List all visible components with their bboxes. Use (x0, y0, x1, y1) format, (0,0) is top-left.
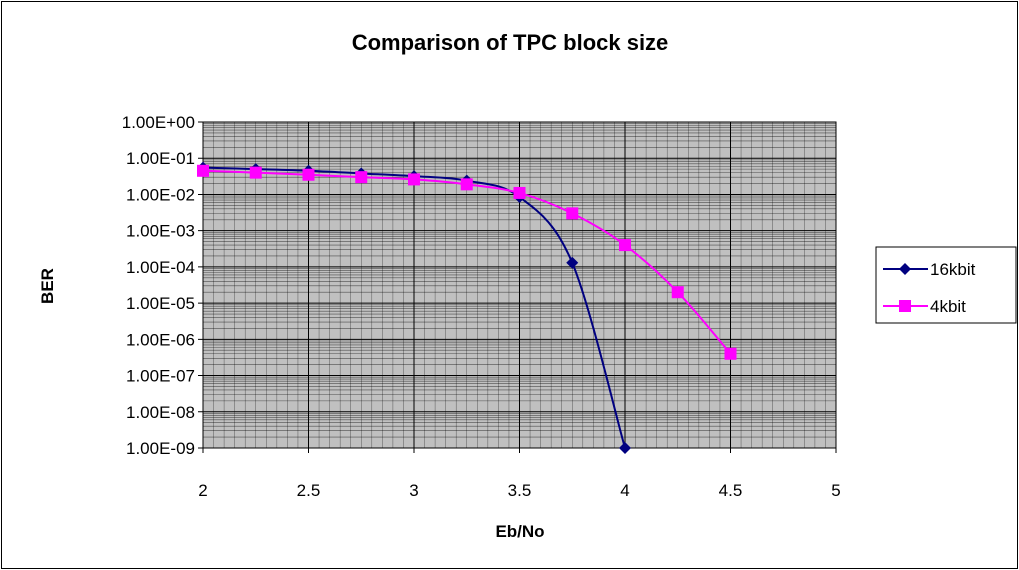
x-axis-ticks: 2 2.5 3 3.5 4 4.5 5 (198, 481, 840, 500)
y-tick-label: 1.00E-07 (126, 367, 195, 386)
data-point-4kbit (355, 171, 368, 184)
y-tick-label: 1.00E-03 (126, 222, 195, 241)
data-point-4kbit (460, 178, 473, 191)
y-tick-label: 1.00E-06 (126, 330, 195, 349)
x-tick-label: 4 (620, 481, 629, 500)
data-point-4kbit (566, 207, 579, 220)
y-tick-label: 1.00E-09 (126, 439, 195, 458)
series-markers (197, 161, 737, 454)
y-tick-label: 1.00E+00 (122, 113, 195, 132)
data-point-4kbit (408, 173, 420, 186)
x-tick-label: 2 (198, 481, 207, 500)
chart-title: Comparison of TPC block size (352, 30, 669, 55)
x-tick-label: 3.5 (508, 481, 532, 500)
legend-label-4kbit: 4kbit (930, 297, 966, 316)
data-point-4kbit (724, 347, 737, 360)
legend-label-16kbit: 16kbit (930, 260, 976, 279)
x-axis-label: Eb/No (495, 522, 544, 541)
x-tick-label: 4.5 (719, 481, 743, 500)
y-axis-label: BER (38, 268, 57, 304)
legend-marker-4kbit (899, 300, 911, 312)
y-tick-label: 1.00E-08 (126, 403, 195, 422)
y-tick-label: 1.00E-04 (126, 258, 195, 277)
data-point-4kbit (249, 166, 262, 179)
legend: 16kbit 4kbit (875, 246, 1017, 324)
data-point-16kbit (566, 256, 579, 269)
legend-marker-16kbit (899, 263, 911, 275)
data-point-4kbit (671, 286, 684, 299)
x-tick-label: 2.5 (297, 481, 321, 500)
x-tick-label: 5 (831, 481, 840, 500)
y-tick-label: 1.00E-02 (126, 185, 195, 204)
y-tick-label: 1.00E-05 (126, 294, 195, 313)
data-point-4kbit (302, 168, 315, 181)
x-tick-label: 3 (409, 481, 418, 500)
data-point-4kbit (619, 239, 631, 252)
y-axis-ticks: 1.00E+00 1.00E-01 1.00E-02 1.00E-03 1.00E-04… (122, 113, 195, 458)
data-point-16kbit (619, 442, 631, 454)
plot-border (202, 121, 837, 449)
major-grid (198, 121, 837, 453)
y-tick-label: 1.00E-01 (126, 149, 195, 168)
data-point-4kbit (197, 164, 209, 177)
data-point-4kbit (513, 186, 526, 199)
